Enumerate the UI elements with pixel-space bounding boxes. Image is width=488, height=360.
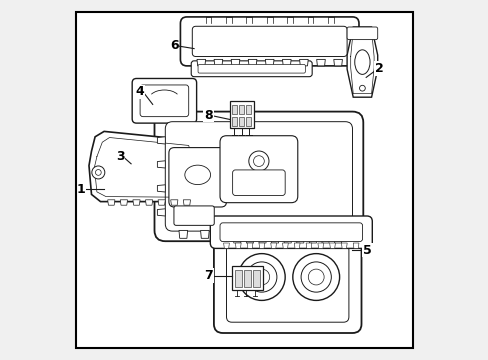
- Polygon shape: [231, 59, 239, 66]
- Polygon shape: [170, 200, 178, 205]
- Circle shape: [307, 269, 324, 285]
- FancyBboxPatch shape: [174, 206, 214, 225]
- FancyBboxPatch shape: [198, 64, 305, 73]
- Text: 3: 3: [116, 150, 124, 163]
- Polygon shape: [334, 236, 341, 243]
- Bar: [235, 270, 242, 287]
- Polygon shape: [244, 230, 252, 238]
- Polygon shape: [286, 230, 295, 238]
- Polygon shape: [329, 230, 338, 238]
- Polygon shape: [235, 243, 241, 248]
- Circle shape: [292, 253, 339, 300]
- Polygon shape: [157, 209, 165, 216]
- Polygon shape: [89, 131, 199, 202]
- FancyBboxPatch shape: [165, 122, 352, 231]
- FancyBboxPatch shape: [191, 61, 311, 77]
- Polygon shape: [309, 236, 316, 243]
- Bar: [244, 270, 250, 287]
- Bar: [245, 117, 250, 126]
- Polygon shape: [158, 200, 165, 205]
- Circle shape: [238, 253, 285, 300]
- Polygon shape: [282, 243, 288, 248]
- Text: 7: 7: [203, 269, 212, 282]
- Text: 8: 8: [204, 109, 212, 122]
- Circle shape: [301, 262, 331, 292]
- Bar: [231, 266, 262, 290]
- Polygon shape: [197, 59, 205, 66]
- FancyBboxPatch shape: [168, 148, 226, 207]
- Polygon shape: [321, 236, 328, 243]
- Polygon shape: [246, 236, 253, 243]
- Polygon shape: [120, 200, 127, 205]
- FancyBboxPatch shape: [226, 245, 348, 322]
- FancyBboxPatch shape: [132, 78, 196, 123]
- FancyBboxPatch shape: [220, 223, 362, 242]
- Circle shape: [92, 166, 104, 179]
- Polygon shape: [259, 243, 264, 248]
- Polygon shape: [305, 243, 311, 248]
- Polygon shape: [316, 59, 325, 66]
- Text: 6: 6: [170, 39, 178, 51]
- Text: 2: 2: [374, 62, 383, 75]
- Polygon shape: [317, 243, 323, 248]
- Bar: [239, 117, 244, 126]
- FancyBboxPatch shape: [180, 17, 358, 66]
- Bar: [230, 101, 253, 128]
- Polygon shape: [341, 243, 346, 248]
- Polygon shape: [246, 243, 252, 248]
- Polygon shape: [346, 27, 377, 97]
- Polygon shape: [284, 236, 291, 243]
- Polygon shape: [258, 236, 265, 243]
- Polygon shape: [282, 59, 290, 66]
- FancyBboxPatch shape: [210, 216, 371, 248]
- Polygon shape: [271, 236, 278, 243]
- Text: 5: 5: [363, 244, 371, 257]
- FancyBboxPatch shape: [140, 85, 188, 117]
- FancyBboxPatch shape: [154, 112, 363, 241]
- FancyBboxPatch shape: [232, 170, 285, 195]
- Polygon shape: [265, 59, 273, 66]
- Polygon shape: [200, 230, 209, 238]
- Circle shape: [248, 151, 268, 171]
- Circle shape: [95, 170, 101, 175]
- Polygon shape: [107, 200, 115, 205]
- Polygon shape: [352, 243, 358, 248]
- Circle shape: [253, 269, 269, 285]
- Polygon shape: [145, 200, 152, 205]
- Polygon shape: [265, 230, 273, 238]
- Polygon shape: [223, 243, 229, 248]
- FancyBboxPatch shape: [213, 234, 361, 333]
- Polygon shape: [296, 236, 303, 243]
- Polygon shape: [308, 230, 317, 238]
- Polygon shape: [157, 137, 165, 144]
- Polygon shape: [294, 243, 300, 248]
- Bar: [245, 105, 250, 114]
- Polygon shape: [179, 230, 187, 238]
- FancyBboxPatch shape: [220, 136, 297, 203]
- Text: 1: 1: [76, 183, 85, 195]
- Polygon shape: [222, 230, 230, 238]
- Polygon shape: [248, 59, 256, 66]
- Polygon shape: [299, 59, 307, 66]
- Polygon shape: [270, 243, 276, 248]
- Bar: [232, 105, 237, 114]
- Polygon shape: [329, 243, 335, 248]
- Bar: [232, 117, 237, 126]
- FancyBboxPatch shape: [346, 27, 377, 40]
- Circle shape: [246, 262, 276, 292]
- Text: 4: 4: [136, 85, 144, 98]
- Polygon shape: [157, 161, 165, 168]
- Circle shape: [359, 85, 365, 91]
- Polygon shape: [333, 59, 342, 66]
- Bar: [253, 270, 260, 287]
- Polygon shape: [214, 59, 222, 66]
- Circle shape: [253, 156, 264, 166]
- FancyBboxPatch shape: [192, 26, 346, 57]
- Polygon shape: [233, 236, 241, 243]
- Polygon shape: [133, 200, 140, 205]
- Polygon shape: [157, 185, 165, 192]
- Bar: [239, 105, 244, 114]
- Polygon shape: [183, 200, 190, 205]
